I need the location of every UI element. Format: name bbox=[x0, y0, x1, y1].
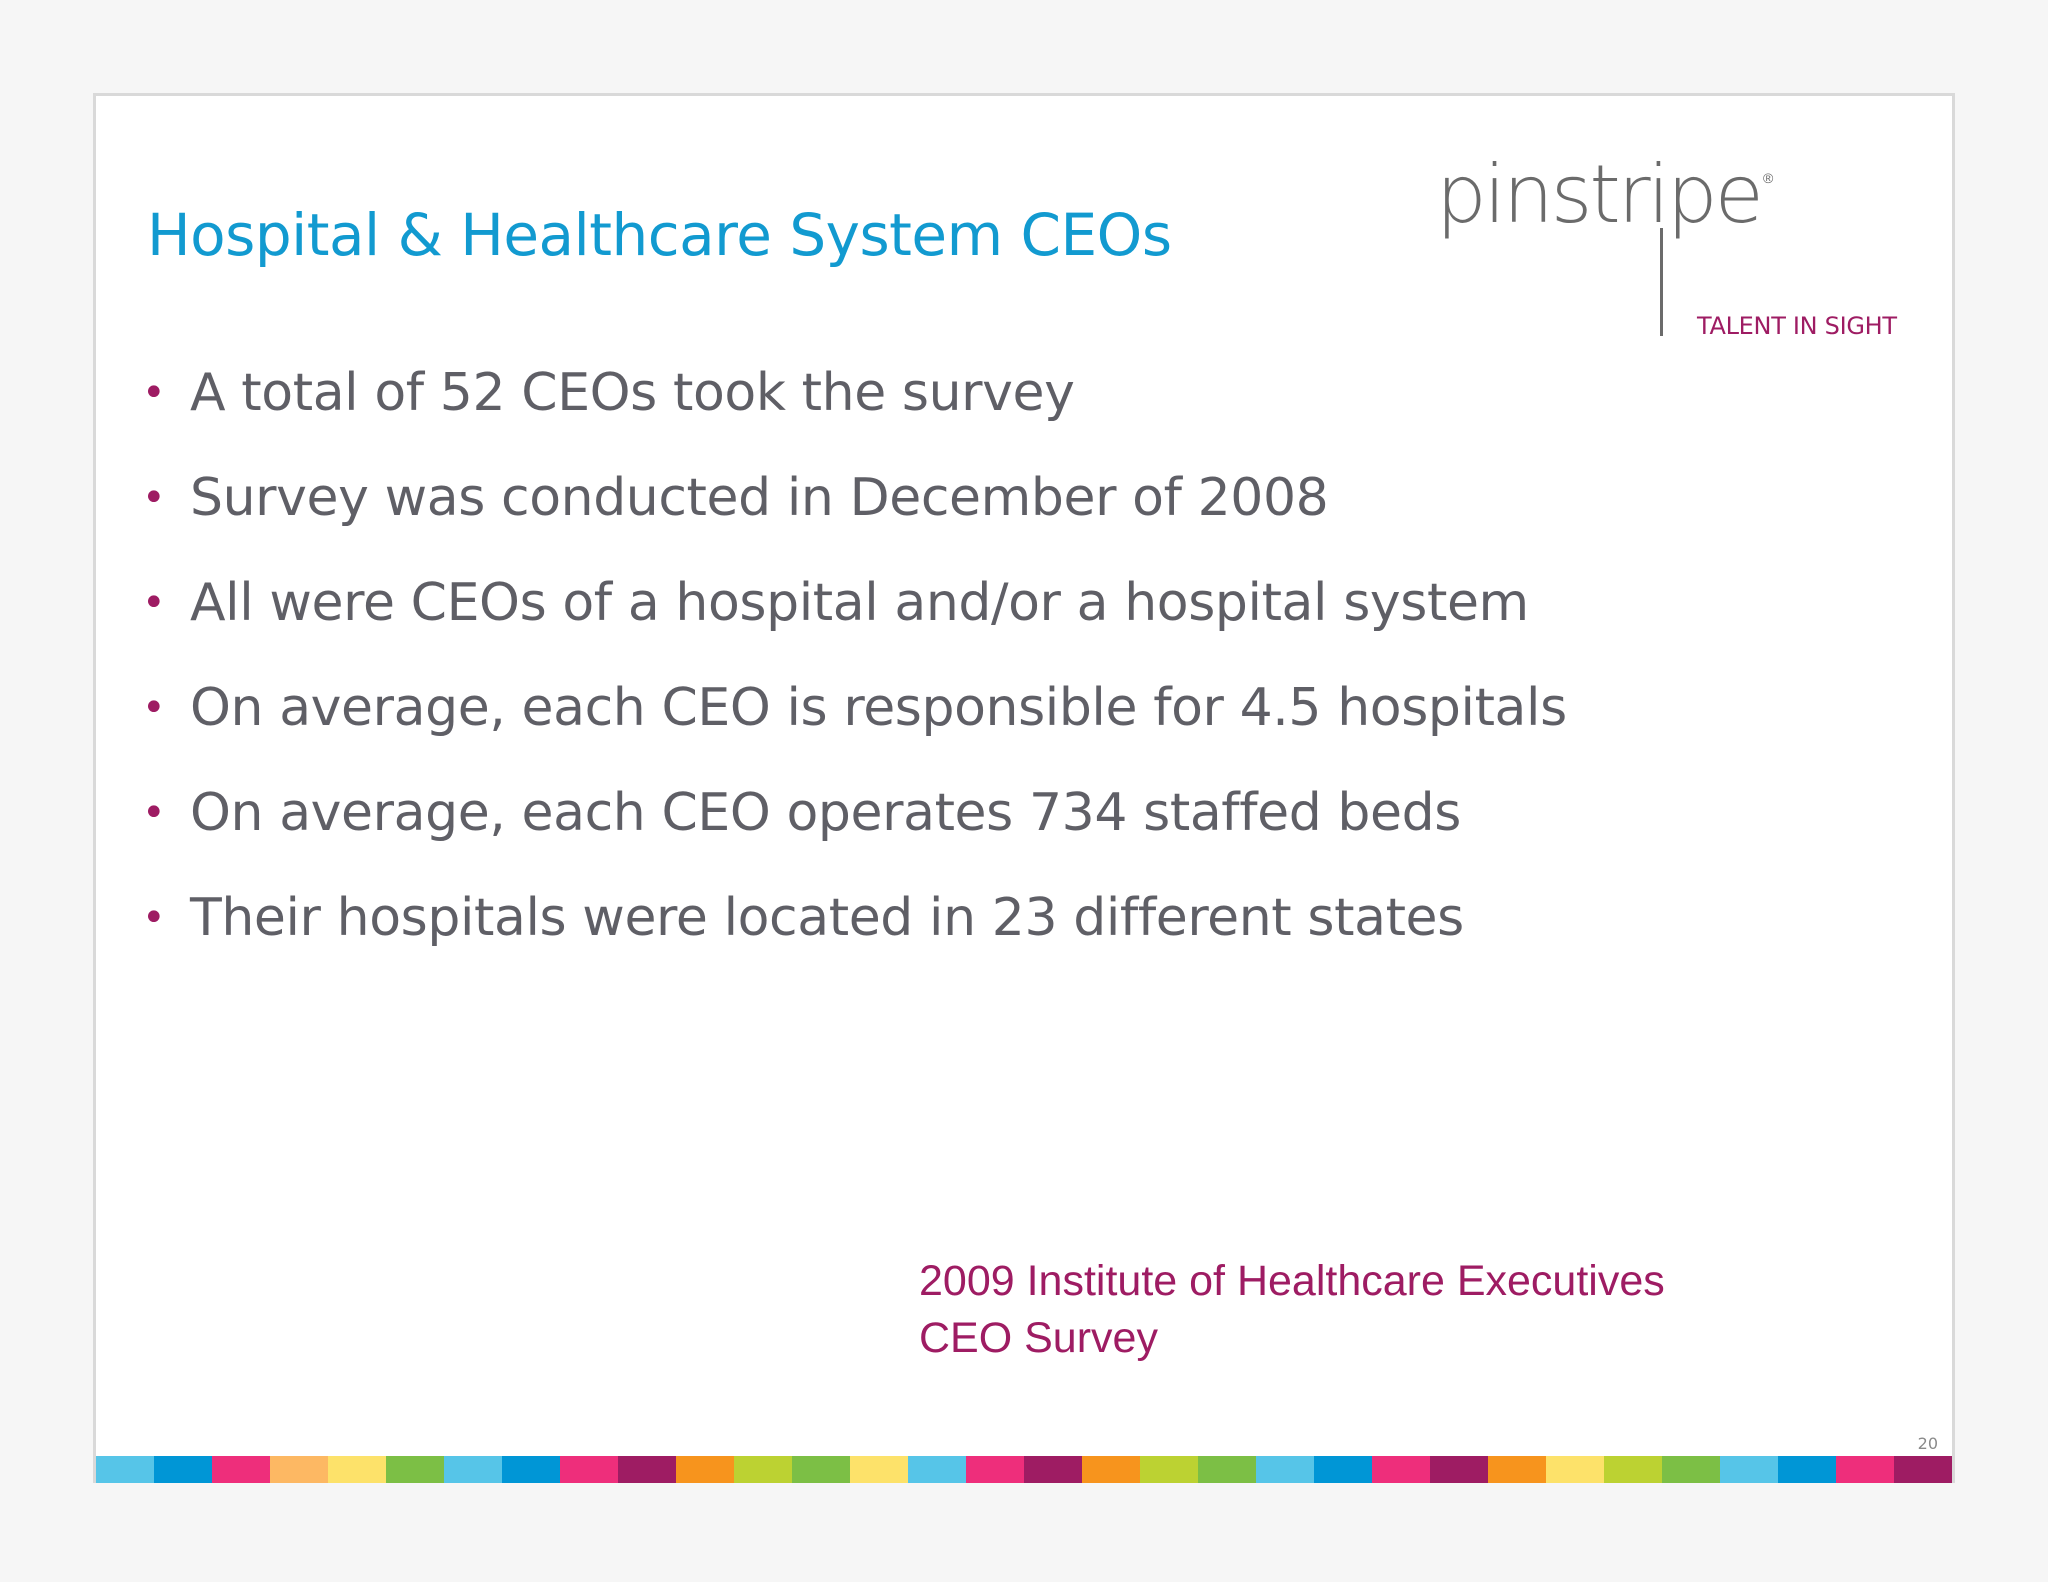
stripe-segment bbox=[1256, 1456, 1314, 1483]
stripe-segment bbox=[1430, 1456, 1488, 1483]
stripe-segment bbox=[1140, 1456, 1198, 1483]
stripe-segment bbox=[1604, 1456, 1662, 1483]
logo-stem bbox=[1660, 228, 1663, 336]
bullet-list: • A total of 52 CEOs took the survey • Sur… bbox=[142, 341, 1567, 971]
slide-title: Hospital & Healthcare System CEOs bbox=[147, 201, 1172, 269]
stripe-segment bbox=[96, 1456, 154, 1483]
stripe-segment bbox=[560, 1456, 618, 1483]
bullet-item: • Their hospitals were located in 23 diff… bbox=[142, 866, 1567, 971]
source-line-2: CEO Survey bbox=[919, 1314, 1158, 1362]
stripe-segment bbox=[1372, 1456, 1430, 1483]
stripe-segment bbox=[386, 1456, 444, 1483]
stripe-segment bbox=[1488, 1456, 1546, 1483]
stripe-segment bbox=[154, 1456, 212, 1483]
stripe-segment bbox=[1082, 1456, 1140, 1483]
bullet-dot-icon: • bbox=[142, 580, 166, 626]
stripe-segment bbox=[444, 1456, 502, 1483]
slide: Hospital & Healthcare System CEOs pinstr… bbox=[93, 93, 1955, 1483]
stripe-segment bbox=[734, 1456, 792, 1483]
source-citation: 2009 Institute of Healthcare Executives … bbox=[919, 1253, 1665, 1367]
bullet-dot-icon: • bbox=[142, 370, 166, 416]
stripe-segment bbox=[270, 1456, 328, 1483]
logo-wordmark: pinstripe bbox=[1436, 148, 1764, 241]
stripe-segment bbox=[618, 1456, 676, 1483]
logo-tagline: TALENT IN SIGHT bbox=[1697, 312, 1897, 340]
stripe-segment bbox=[328, 1456, 386, 1483]
bullet-dot-icon: • bbox=[142, 895, 166, 941]
stripe-segment bbox=[1662, 1456, 1720, 1483]
stripe-segment bbox=[966, 1456, 1024, 1483]
bullet-text: On average, each CEO is responsible for … bbox=[190, 678, 1567, 738]
bullet-item: • All were CEOs of a hospital and/or a ho… bbox=[142, 551, 1567, 656]
bullet-dot-icon: • bbox=[142, 790, 166, 836]
stripe-segment bbox=[212, 1456, 270, 1483]
bullet-item: • On average, each CEO is responsible for… bbox=[142, 656, 1567, 761]
pinstripe-logo: pinstripe ® TALENT IN SIGHT bbox=[1436, 148, 1916, 340]
stripe-segment bbox=[1720, 1456, 1778, 1483]
bullet-text: Survey was conducted in December of 2008 bbox=[190, 468, 1329, 528]
bullet-dot-icon: • bbox=[142, 685, 166, 731]
stripe-segment bbox=[1314, 1456, 1372, 1483]
bullet-dot-icon: • bbox=[142, 475, 166, 521]
stripe-segment bbox=[1836, 1456, 1894, 1483]
stripe-segment bbox=[850, 1456, 908, 1483]
stripe-segment bbox=[676, 1456, 734, 1483]
bullet-text: A total of 52 CEOs took the survey bbox=[190, 363, 1075, 423]
source-line-1: 2009 Institute of Healthcare Executives bbox=[919, 1257, 1665, 1305]
bullet-text: On average, each CEO operates 734 staffe… bbox=[190, 783, 1461, 843]
stripe-segment bbox=[1024, 1456, 1082, 1483]
stripe-segment bbox=[1778, 1456, 1836, 1483]
stripe-segment bbox=[502, 1456, 560, 1483]
bullet-text: All were CEOs of a hospital and/or a hos… bbox=[190, 573, 1529, 633]
stripe-segment bbox=[1894, 1456, 1952, 1483]
bullet-text: Their hospitals were located in 23 diffe… bbox=[190, 888, 1464, 948]
logo-registered-mark: ® bbox=[1763, 170, 1774, 186]
color-stripe-footer bbox=[96, 1456, 1952, 1483]
stripe-segment bbox=[792, 1456, 850, 1483]
page-number: 20 bbox=[1917, 1434, 1938, 1453]
bullet-item: • On average, each CEO operates 734 staff… bbox=[142, 761, 1567, 866]
stripe-segment bbox=[1546, 1456, 1604, 1483]
bullet-item: • Survey was conducted in December of 200… bbox=[142, 446, 1567, 551]
stripe-segment bbox=[908, 1456, 966, 1483]
bullet-item: • A total of 52 CEOs took the survey bbox=[142, 341, 1567, 446]
stripe-segment bbox=[1198, 1456, 1256, 1483]
